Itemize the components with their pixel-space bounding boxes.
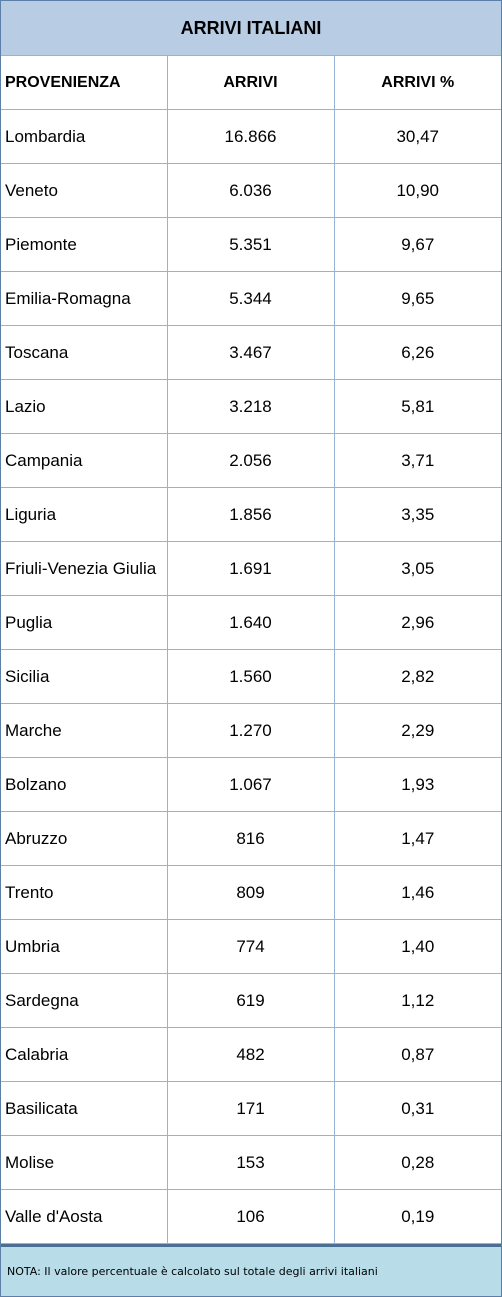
table-row: Bolzano 1.067 1,93	[1, 757, 501, 812]
cell-arrivi: 3.218	[167, 379, 335, 434]
cell-arrivi: 2.056	[167, 433, 335, 488]
cell-arrivi: 3.467	[167, 325, 335, 380]
table-row: Toscana 3.467 6,26	[1, 325, 501, 380]
cell-arrivi-pct: 10,90	[334, 163, 501, 218]
cell-region: Basilicata	[1, 1081, 168, 1136]
cell-arrivi-pct: 3,71	[334, 433, 501, 488]
table-row: Piemonte 5.351 9,67	[1, 217, 501, 272]
table-row: Friuli-Venezia Giulia 1.691 3,05	[1, 541, 501, 596]
cell-arrivi: 5.344	[167, 271, 335, 326]
header-arrivi-pct: ARRIVI %	[334, 56, 501, 110]
cell-arrivi: 1.067	[167, 757, 335, 812]
arrivals-table: PROVENIENZA ARRIVI ARRIVI % Lombardia 16.…	[1, 56, 501, 1244]
cell-region: Bolzano	[1, 757, 168, 812]
cell-region: Abruzzo	[1, 811, 168, 866]
header-row: PROVENIENZA ARRIVI ARRIVI %	[1, 56, 501, 110]
table-row: Valle d'Aosta 106 0,19	[1, 1189, 501, 1244]
cell-region: Piemonte	[1, 217, 168, 272]
cell-arrivi: 5.351	[167, 217, 335, 272]
cell-arrivi: 1.856	[167, 487, 335, 542]
cell-arrivi-pct: 2,82	[334, 649, 501, 704]
cell-region: Toscana	[1, 325, 168, 380]
table-row: Sicilia 1.560 2,82	[1, 649, 501, 704]
header-provenienza: PROVENIENZA	[1, 56, 168, 110]
cell-arrivi-pct: 9,67	[334, 217, 501, 272]
cell-arrivi-pct: 3,35	[334, 487, 501, 542]
cell-arrivi: 816	[167, 811, 335, 866]
cell-arrivi-pct: 5,81	[334, 379, 501, 434]
cell-arrivi-pct: 1,47	[334, 811, 501, 866]
cell-arrivi-pct: 1,93	[334, 757, 501, 812]
table-row: Trento 809 1,46	[1, 865, 501, 920]
table-row: Liguria 1.856 3,35	[1, 487, 501, 542]
cell-arrivi: 1.691	[167, 541, 335, 596]
cell-arrivi-pct: 9,65	[334, 271, 501, 326]
cell-region: Campania	[1, 433, 168, 488]
cell-arrivi: 619	[167, 973, 335, 1028]
cell-arrivi-pct: 0,28	[334, 1135, 501, 1190]
cell-region: Liguria	[1, 487, 168, 542]
cell-arrivi: 6.036	[167, 163, 335, 218]
table-row: Lombardia 16.866 30,47	[1, 109, 501, 164]
cell-arrivi: 1.640	[167, 595, 335, 650]
cell-region: Marche	[1, 703, 168, 758]
header-arrivi: ARRIVI	[167, 56, 335, 110]
cell-region: Sicilia	[1, 649, 168, 704]
table-row: Lazio 3.218 5,81	[1, 379, 501, 434]
cell-arrivi-pct: 1,12	[334, 973, 501, 1028]
cell-region: Valle d'Aosta	[1, 1189, 168, 1244]
table-row: Campania 2.056 3,71	[1, 433, 501, 488]
table-row: Basilicata 171 0,31	[1, 1081, 501, 1136]
cell-region: Trento	[1, 865, 168, 920]
cell-arrivi: 1.560	[167, 649, 335, 704]
cell-arrivi: 774	[167, 919, 335, 974]
cell-region: Veneto	[1, 163, 168, 218]
cell-region: Friuli-Venezia Giulia	[1, 541, 168, 596]
cell-region: Molise	[1, 1135, 168, 1190]
cell-region: Lazio	[1, 379, 168, 434]
table-row: Calabria 482 0,87	[1, 1027, 501, 1082]
cell-arrivi-pct: 2,96	[334, 595, 501, 650]
cell-arrivi-pct: 30,47	[334, 109, 501, 164]
cell-region: Puglia	[1, 595, 168, 650]
cell-region: Emilia-Romagna	[1, 271, 168, 326]
table-row: Abruzzo 816 1,47	[1, 811, 501, 866]
cell-arrivi-pct: 1,40	[334, 919, 501, 974]
cell-region: Sardegna	[1, 973, 168, 1028]
table-row: Umbria 774 1,40	[1, 919, 501, 974]
cell-arrivi: 171	[167, 1081, 335, 1136]
cell-arrivi: 106	[167, 1189, 335, 1244]
cell-arrivi: 482	[167, 1027, 335, 1082]
table-row: Emilia-Romagna 5.344 9,65	[1, 271, 501, 326]
cell-arrivi-pct: 0,87	[334, 1027, 501, 1082]
table-row: Sardegna 619 1,12	[1, 973, 501, 1028]
cell-arrivi: 16.866	[167, 109, 335, 164]
cell-arrivi: 1.270	[167, 703, 335, 758]
table-body: Lombardia 16.866 30,47 Veneto 6.036 10,90 Piem…	[1, 109, 501, 1244]
table-row: Puglia 1.640 2,96	[1, 595, 501, 650]
cell-arrivi: 809	[167, 865, 335, 920]
table-row: Veneto 6.036 10,90	[1, 163, 501, 218]
cell-arrivi-pct: 0,19	[334, 1189, 501, 1244]
cell-arrivi: 153	[167, 1135, 335, 1190]
cell-region: Umbria	[1, 919, 168, 974]
table-row: Molise 153 0,28	[1, 1135, 501, 1190]
cell-region: Lombardia	[1, 109, 168, 164]
cell-arrivi-pct: 6,26	[334, 325, 501, 380]
footnote: NOTA: Il valore percentuale è calcolato …	[1, 1244, 501, 1296]
cell-arrivi-pct: 2,29	[334, 703, 501, 758]
table-row: Marche 1.270 2,29	[1, 703, 501, 758]
cell-region: Calabria	[1, 1027, 168, 1082]
table-title: ARRIVI ITALIANI	[1, 1, 501, 56]
cell-arrivi-pct: 1,46	[334, 865, 501, 920]
cell-arrivi-pct: 3,05	[334, 541, 501, 596]
cell-arrivi-pct: 0,31	[334, 1081, 501, 1136]
